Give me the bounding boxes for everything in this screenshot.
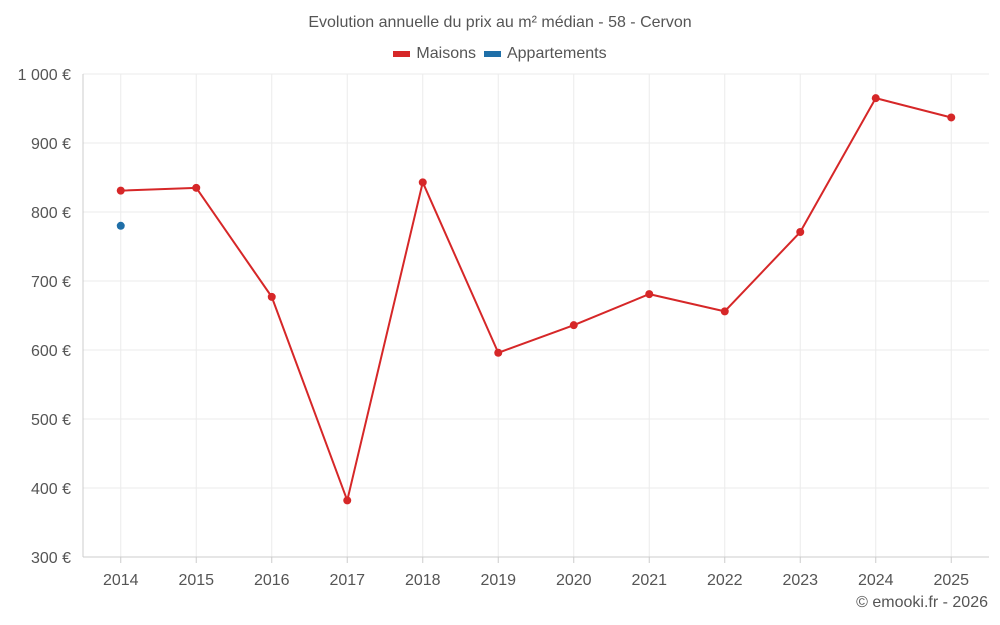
data-point-maisons: [267, 292, 276, 301]
data-point-maisons: [418, 178, 427, 187]
legend-item-appartements[interactable]: Appartements: [483, 45, 607, 63]
y-tick-label: 800 €: [31, 205, 71, 222]
x-tick-label: 2023: [782, 572, 818, 589]
x-tick-label: 2025: [933, 572, 969, 589]
data-point-maisons: [947, 113, 956, 122]
x-tick-label: 2020: [556, 572, 592, 589]
data-point-maisons: [116, 186, 125, 195]
data-point-maisons: [192, 183, 201, 192]
x-tick-label: 2014: [103, 572, 139, 589]
data-point-maisons: [796, 228, 805, 237]
y-tick-label: 700 €: [31, 274, 71, 291]
data-point-maisons: [871, 94, 880, 103]
x-tick-label: 2021: [631, 572, 667, 589]
x-tick-label: 2018: [405, 572, 441, 589]
y-tick-label: 1 000 €: [18, 67, 71, 84]
y-tick-label: 600 €: [31, 343, 71, 360]
data-point-maisons: [569, 321, 578, 330]
chart-title: Evolution annuelle du prix au m² médian …: [308, 14, 692, 31]
credit-text: © emooki.fr - 2026: [856, 594, 988, 611]
data-point-appartements: [116, 221, 125, 230]
legend-item-maisons[interactable]: Maisons: [393, 45, 476, 63]
data-point-maisons: [645, 290, 654, 299]
data-point-maisons: [494, 348, 503, 357]
x-tick-label: 2024: [858, 572, 894, 589]
y-tick-label: 400 €: [31, 481, 71, 498]
legend-label-maisons: Maisons: [416, 45, 476, 62]
legend-label-appartements: Appartements: [506, 45, 607, 62]
data-point-maisons: [720, 307, 729, 316]
x-tick-label: 2016: [254, 572, 290, 589]
series-line-maisons: [120, 97, 952, 502]
legend-swatch-appartements: [483, 51, 501, 57]
y-tick-label: 300 €: [31, 550, 71, 567]
legend-swatch-maisons: [393, 51, 411, 57]
data-point-maisons: [343, 496, 352, 505]
x-tick-label: 2017: [329, 572, 365, 589]
x-tick-label: 2015: [178, 572, 214, 589]
x-tick-label: 2019: [480, 572, 516, 589]
y-tick-label: 500 €: [31, 412, 71, 429]
y-tick-label: 900 €: [31, 136, 71, 153]
x-tick-label: 2022: [707, 572, 743, 589]
legend: Maisons Appartements: [0, 45, 1000, 63]
